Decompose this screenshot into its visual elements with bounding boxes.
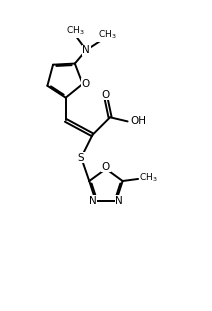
Text: CH$_3$: CH$_3$ <box>66 25 84 37</box>
Text: CH$_3$: CH$_3$ <box>98 29 116 41</box>
Text: N: N <box>82 45 90 55</box>
Text: O: O <box>102 90 110 100</box>
Text: S: S <box>78 152 85 163</box>
Text: O: O <box>102 162 110 172</box>
Text: OH: OH <box>130 116 146 126</box>
Text: O: O <box>82 79 90 89</box>
Text: CH$_3$: CH$_3$ <box>139 172 158 184</box>
Text: N: N <box>116 196 123 206</box>
Text: N: N <box>89 196 96 206</box>
